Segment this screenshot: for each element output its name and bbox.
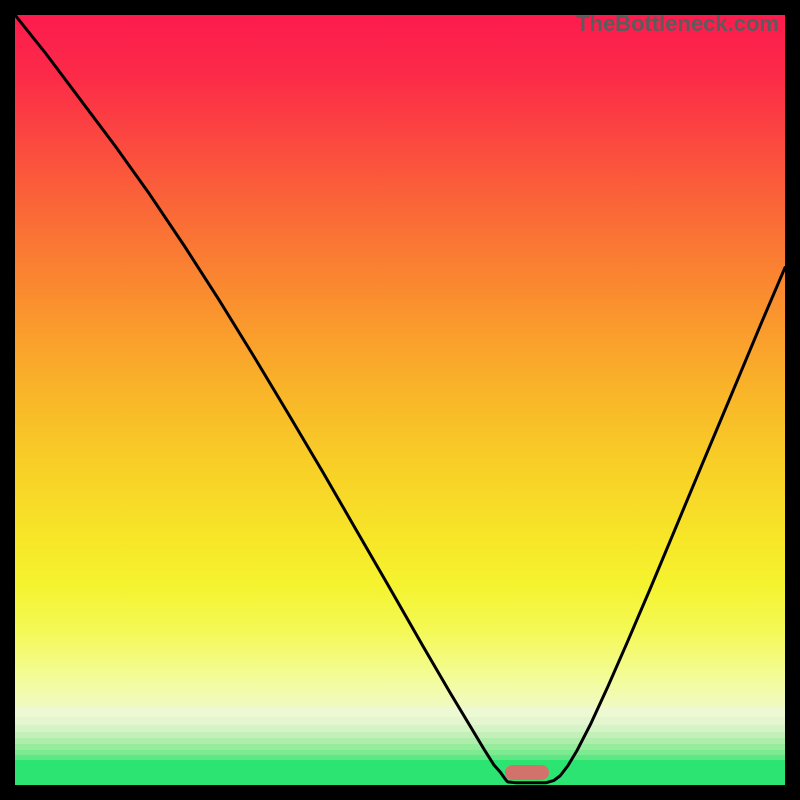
optimal-point-marker (505, 765, 550, 780)
chart-root: TheBottleneck.com (0, 0, 800, 800)
curve-svg (15, 15, 785, 785)
bottleneck-curve (15, 15, 785, 783)
plot-area: TheBottleneck.com (15, 15, 785, 785)
